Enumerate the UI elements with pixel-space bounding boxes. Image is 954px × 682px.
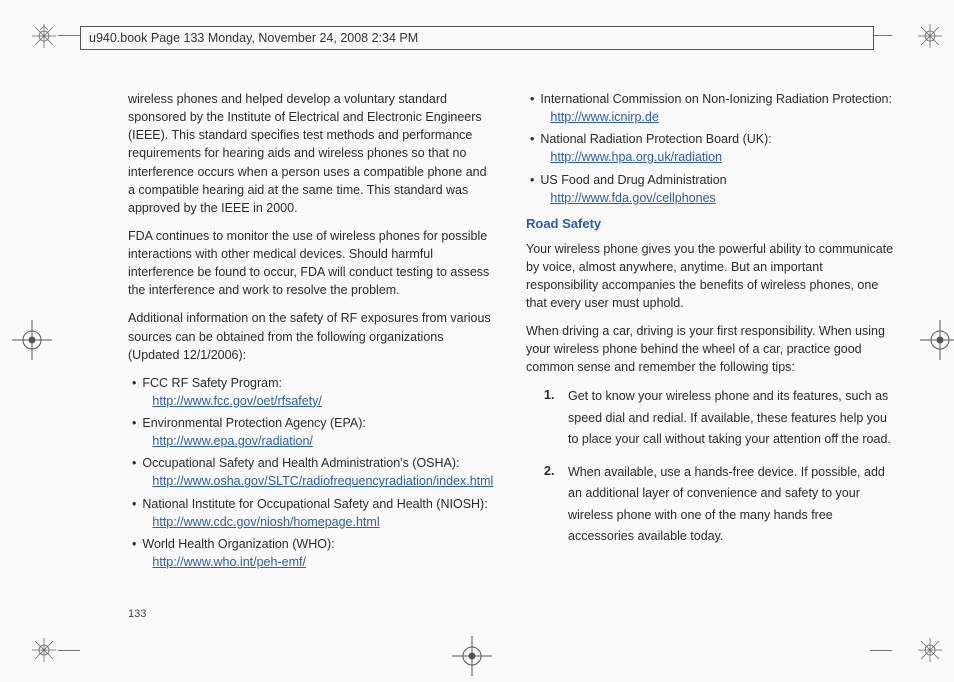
paragraph: Additional information on the safety of … [128, 309, 496, 363]
bullet-item: • FCC RF Safety Program: http://www.fcc.go… [128, 374, 496, 410]
bullet-text: FCC RF Safety Program: http://www.fcc.gov… [142, 374, 496, 410]
bullet-dot: • [530, 90, 534, 126]
bullet-text: International Commission on Non-Ionizing… [540, 90, 894, 126]
crop-burst-tr [916, 22, 944, 50]
bullet-label: Environmental Protection Agency (EPA): [142, 416, 366, 430]
crop-burst-tl [30, 22, 58, 50]
item-number: 1. [544, 386, 568, 450]
bullet-label: US Food and Drug Administration [540, 173, 726, 187]
left-column: wireless phones and helped develop a vol… [128, 90, 496, 612]
bullet-text: Occupational Safety and Health Administr… [142, 454, 496, 490]
bullet-item: • National Radiation Protection Board (UK… [526, 130, 894, 166]
bullet-link[interactable]: http://www.fda.gov/cellphones [540, 189, 715, 207]
bullet-link[interactable]: http://www.hpa.org.uk/radiation [540, 148, 722, 166]
bullet-label: National Institute for Occupational Safe… [142, 497, 487, 511]
bullet-link[interactable]: http://www.fcc.gov/oet/rfsafety/ [142, 392, 322, 410]
crop-burst-br [916, 636, 944, 664]
bullet-list: • International Commission on Non-Ionizin… [526, 90, 894, 207]
bullet-dot: • [132, 495, 136, 531]
bullet-list: • FCC RF Safety Program: http://www.fcc.go… [128, 374, 496, 571]
bullet-dot: • [132, 374, 136, 410]
item-text: Get to know your wireless phone and its … [568, 386, 894, 450]
crop-line [58, 35, 80, 36]
bullet-link[interactable]: http://www.epa.gov/radiation/ [142, 432, 313, 450]
bullet-text: National Institute for Occupational Safe… [142, 495, 496, 531]
bullet-item: • Environmental Protection Agency (EPA): h… [128, 414, 496, 450]
right-column: • International Commission on Non-Ionizin… [526, 90, 894, 612]
bullet-link[interactable]: http://www.cdc.gov/niosh/homepage.html [142, 513, 379, 531]
bullet-link[interactable]: http://www.osha.gov/SLTC/radiofrequencyr… [142, 472, 493, 490]
reg-target-right [920, 320, 954, 360]
numbered-item: 2.When available, use a hands-free devic… [544, 462, 894, 547]
bullet-link[interactable]: http://www.icnirp.de [540, 108, 658, 126]
bullet-label: International Commission on Non-Ionizing… [540, 92, 892, 106]
bullet-label: Occupational Safety and Health Administr… [142, 456, 459, 470]
bullet-item: • US Food and Drug Administration http://w… [526, 171, 894, 207]
bullet-item: • International Commission on Non-Ionizin… [526, 90, 894, 126]
page-header-text: u940.book Page 133 Monday, November 24, … [89, 31, 418, 45]
paragraph: Your wireless phone gives you the powerf… [526, 240, 894, 313]
bullet-text: National Radiation Protection Board (UK)… [540, 130, 894, 166]
paragraph: FDA continues to monitor the use of wire… [128, 227, 496, 300]
section-heading: Road Safety [526, 215, 894, 234]
item-text: When available, use a hands-free device.… [568, 462, 894, 547]
crop-line [58, 650, 80, 651]
reg-target-bottom [452, 636, 492, 676]
item-number: 2. [544, 462, 568, 547]
bullet-item: • World Health Organization (WHO): http://… [128, 535, 496, 571]
reg-target-left [12, 320, 52, 360]
bullet-item: • Occupational Safety and Health Administ… [128, 454, 496, 490]
bullet-link[interactable]: http://www.who.int/peh-emf/ [142, 553, 306, 571]
paragraph: wireless phones and helped develop a vol… [128, 90, 496, 217]
bullet-text: US Food and Drug Administration http://ww… [540, 171, 894, 207]
page-number: 133 [128, 608, 146, 620]
numbered-list: 1.Get to know your wireless phone and it… [526, 386, 894, 547]
bullet-dot: • [132, 414, 136, 450]
numbered-item: 1.Get to know your wireless phone and it… [544, 386, 894, 450]
page-header-box: u940.book Page 133 Monday, November 24, … [80, 26, 874, 50]
bullet-label: World Health Organization (WHO): [142, 537, 334, 551]
bullet-text: World Health Organization (WHO): http://w… [142, 535, 496, 571]
bullet-dot: • [132, 454, 136, 490]
bullet-dot: • [132, 535, 136, 571]
bullet-dot: • [530, 130, 534, 166]
paragraph: When driving a car, driving is your firs… [526, 322, 894, 376]
bullet-item: • National Institute for Occupational Saf… [128, 495, 496, 531]
bullet-label: National Radiation Protection Board (UK)… [540, 132, 771, 146]
bullet-dot: • [530, 171, 534, 207]
page-content: wireless phones and helped develop a vol… [128, 90, 894, 612]
bullet-label: FCC RF Safety Program: [142, 376, 282, 390]
bullet-text: Environmental Protection Agency (EPA): ht… [142, 414, 496, 450]
crop-line [870, 650, 892, 651]
crop-burst-bl [30, 636, 58, 664]
